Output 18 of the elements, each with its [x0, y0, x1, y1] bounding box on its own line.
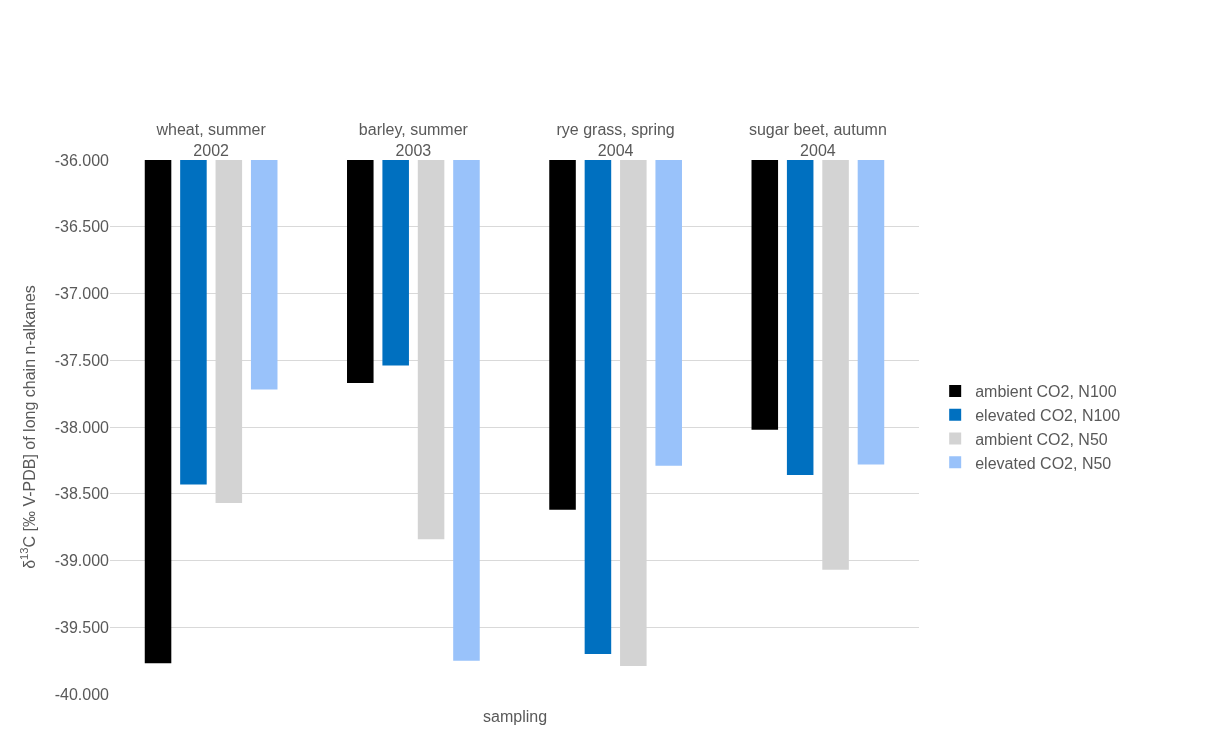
- x-tick-label: sugar beet, autumn 2004: [748, 121, 887, 159]
- x-tick-label: wheat, summer 2002: [155, 121, 267, 159]
- y-tick-label: -38.000: [54, 418, 110, 436]
- y-tick-label: -36.000: [54, 151, 110, 169]
- y-tick-label: -38.500: [54, 485, 110, 503]
- legend-label: elevated CO2, N50: [975, 454, 1112, 472]
- y-tick-label: -39.000: [54, 552, 110, 570]
- x-axis-title: sampling: [483, 708, 548, 725]
- legend-label: elevated CO2, N100: [975, 406, 1121, 424]
- y-tick-label: -39.500: [54, 618, 110, 636]
- y-tick-label: -37.000: [54, 285, 110, 303]
- y-tick-label: -40.000: [54, 685, 110, 703]
- legend-label: ambient CO2, N50: [975, 430, 1108, 448]
- y-tick-label: -37.500: [54, 351, 110, 369]
- legend-label: ambient CO2, N100: [975, 383, 1117, 401]
- y-tick-label: -36.500: [54, 218, 110, 236]
- x-tick-label: barley, summer 2003: [358, 121, 469, 159]
- x-tick-label: rye grass, spring 2004: [556, 121, 675, 159]
